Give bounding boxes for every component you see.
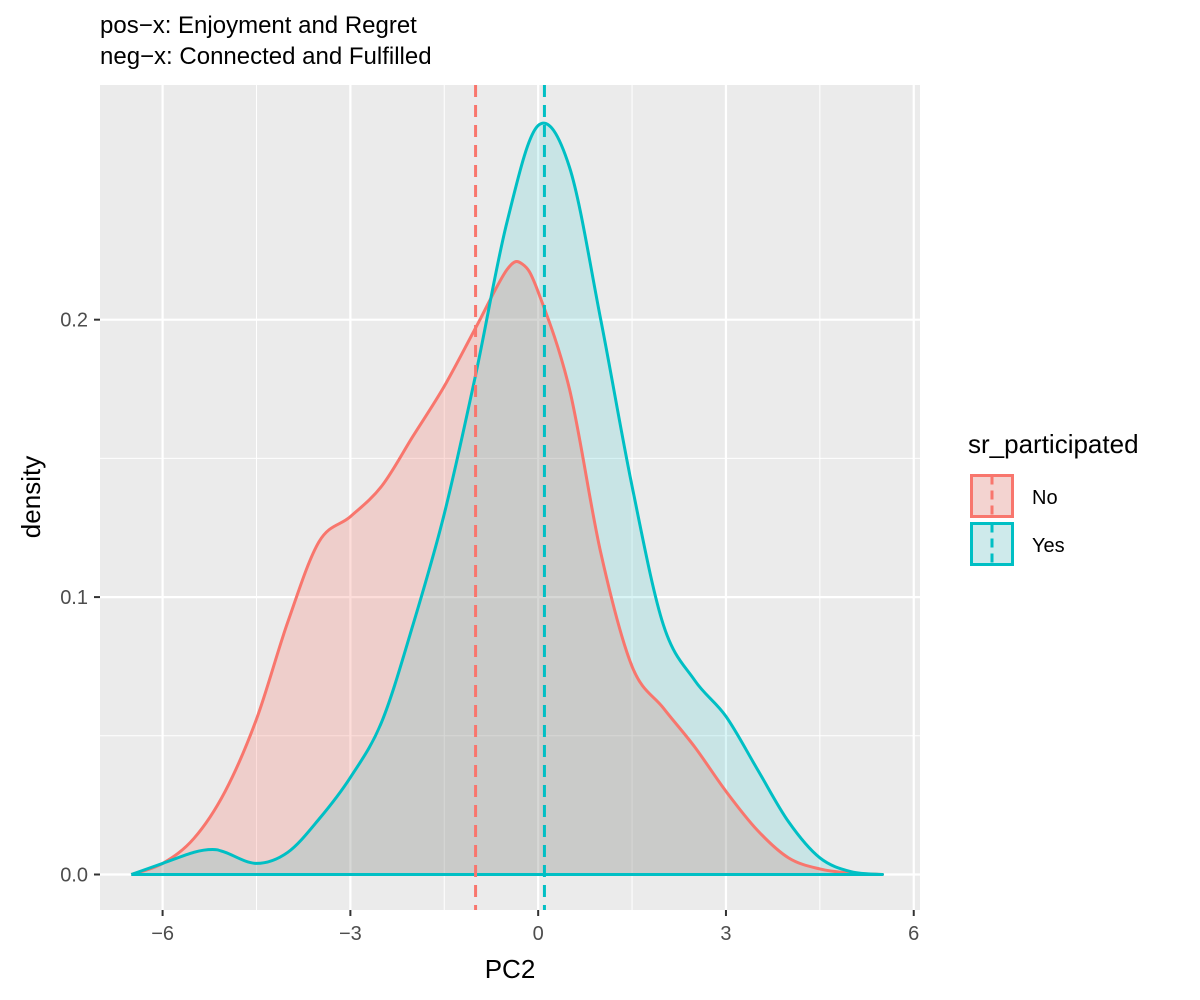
- density-area-yes: [131, 123, 883, 875]
- y-tick-label: 0.2: [60, 310, 88, 332]
- grid-minor: [100, 85, 920, 910]
- y-tick-label: 0.0: [60, 864, 88, 886]
- mean-lines: [474, 85, 546, 910]
- legend-title: sr_participated: [968, 429, 1139, 459]
- density-areas: [131, 123, 883, 875]
- x-tick-label: −6: [151, 923, 174, 945]
- x-axis-title: PC2: [485, 954, 536, 984]
- density-curves: [130, 121, 884, 876]
- chart-subtitle-line-1: pos−x: Enjoyment and Regret: [100, 12, 417, 39]
- chart-subtitle-line-2: neg−x: Connected and Fulfilled: [100, 43, 432, 70]
- y-axis-title: density: [16, 456, 46, 538]
- x-tick-label: −3: [339, 923, 362, 945]
- y-tick-label: 0.1: [60, 587, 88, 609]
- density-area-no: [131, 261, 883, 875]
- legend-key-no: [970, 474, 1014, 518]
- x-tick-label: 6: [908, 923, 919, 945]
- grid-major: [100, 85, 920, 910]
- x-tick-label: 3: [720, 923, 731, 945]
- x-tick-label: 0: [533, 923, 544, 945]
- plot-panel: [100, 85, 920, 910]
- density-curve-yes: [130, 121, 884, 876]
- legend-key-yes: [970, 522, 1014, 566]
- legend-label-no: No: [1032, 487, 1058, 509]
- y-axis: 0.0 0.1 0.2: [60, 310, 100, 886]
- legend-label-yes: Yes: [1032, 535, 1065, 557]
- density-curve-no: [130, 260, 884, 876]
- legend: sr_participated No Yes: [968, 429, 1139, 566]
- x-axis: −6 −3 0 3 6: [151, 910, 919, 945]
